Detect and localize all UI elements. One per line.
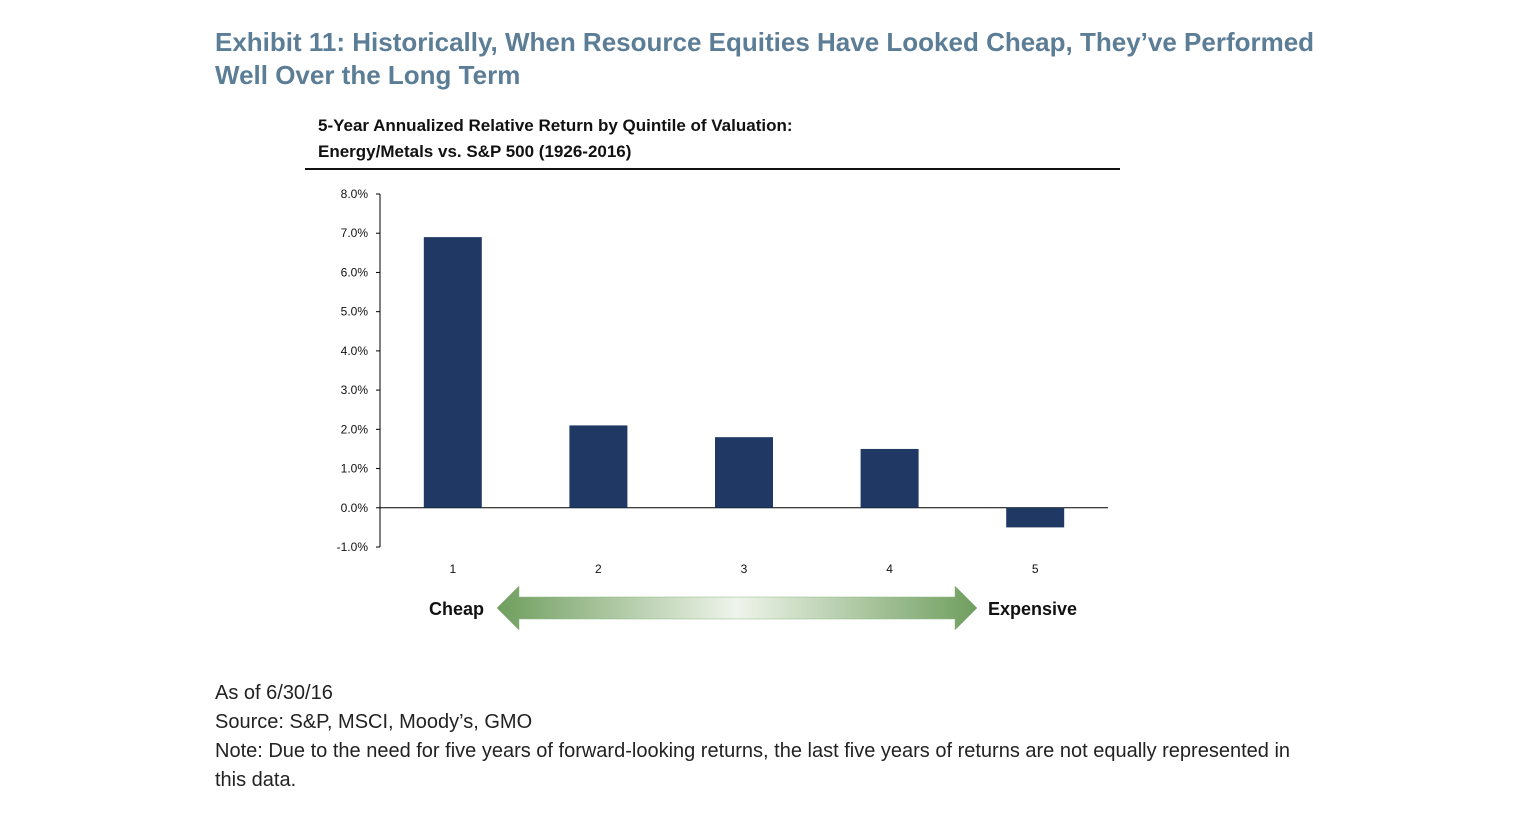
bar [569,425,628,508]
y-tick-label: 1.0% [341,462,369,476]
bars [423,237,1065,528]
y-tick-label: 7.0% [341,226,369,240]
footnote: Note: Due to the need for five years of … [215,740,1291,791]
y-tick-label: 3.0% [341,383,369,397]
bar [860,448,919,508]
x-tick-label: 3 [741,562,748,576]
chart-subtitle: Energy/Metals vs. S&P 500 (1926-2016) [318,142,632,161]
chart-title: 5-Year Annualized Relative Return by Qui… [318,116,793,135]
footer: As of 6/30/16 Source: S&P, MSCI, Moody’s… [215,679,1315,795]
as-of-date: As of 6/30/16 [215,682,333,704]
bar-chart: 8.0% 7.0% 6.0% 5.0% 4.0% 3.0% 2.0% 1.0% 0.0% -1.0… [337,187,1108,631]
bar [423,237,482,508]
y-tick-label: 5.0% [341,305,369,319]
double-arrow-icon [496,585,978,631]
y-tick-label: 8.0% [341,187,369,201]
x-tick-label: 2 [595,562,602,576]
y-tick-label: 0.0% [341,501,369,515]
x-tick-label: 1 [449,562,456,576]
y-tick-label: 6.0% [341,265,369,279]
expensive-label: Expensive [988,599,1077,619]
exhibit-title: Exhibit 11: Historically, When Resource … [215,27,1315,90]
cheap-label: Cheap [429,599,484,619]
x-axis: 1 2 3 4 5 [449,562,1038,576]
x-tick-label: 5 [1032,562,1039,576]
x-tick-label: 4 [886,562,893,576]
y-tick-label: 2.0% [341,422,369,436]
valuation-scale: Cheap Expensive [429,585,1077,631]
chart-title-block: 5-Year Annualized Relative Return by Qui… [318,113,1118,165]
y-tick-label: 4.0% [341,344,369,358]
bar [715,437,773,508]
bar [1006,507,1065,528]
y-tick-label: -1.0% [337,540,369,554]
source-note: Source: S&P, MSCI, Moody’s, GMO [215,711,533,733]
chart-title-rule [305,168,1120,170]
